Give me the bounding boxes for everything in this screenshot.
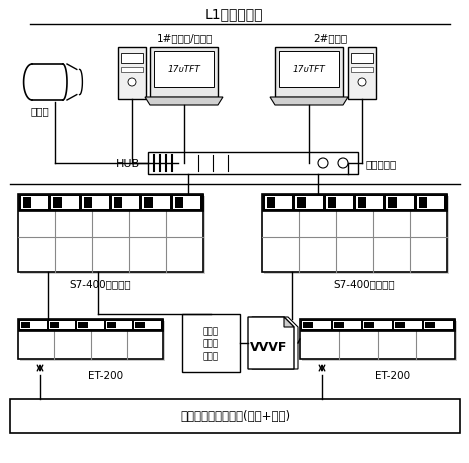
Bar [135, 321, 161, 329]
Bar [174, 198, 183, 208]
Text: VVVF: VVVF [250, 341, 287, 354]
Bar [18, 194, 203, 272]
Bar [419, 198, 427, 208]
Polygon shape [270, 98, 348, 106]
Text: 环形加热炉现场检测(仪表+电气): 环形加热炉现场检测(仪表+电气) [180, 410, 290, 423]
Bar [265, 197, 292, 210]
Bar [10, 399, 460, 433]
Bar [279, 52, 339, 88]
Bar [302, 321, 457, 361]
Bar [106, 321, 132, 329]
Bar [82, 197, 109, 210]
Circle shape [358, 79, 366, 87]
Bar [295, 197, 323, 210]
Circle shape [338, 159, 348, 169]
Circle shape [128, 79, 136, 87]
Text: S7-400仪表控制: S7-400仪表控制 [333, 278, 395, 288]
Bar [333, 322, 344, 328]
Bar [424, 321, 453, 329]
Bar [386, 197, 414, 210]
Text: 工业以太网: 工业以太网 [366, 159, 397, 169]
Text: S7-400电气控制: S7-400电气控制 [70, 278, 131, 288]
Circle shape [318, 159, 328, 169]
Text: 炉底传
动绝对
编码器: 炉底传 动绝对 编码器 [203, 326, 219, 360]
Bar [325, 197, 353, 210]
Text: ET-200: ET-200 [375, 370, 410, 380]
Polygon shape [145, 98, 223, 106]
Bar [302, 321, 331, 329]
Text: ET-200: ET-200 [88, 370, 123, 380]
Bar [300, 319, 455, 359]
Text: 1#工程师/操作员: 1#工程师/操作员 [157, 33, 213, 43]
Bar [142, 197, 170, 210]
Bar [388, 198, 396, 208]
Bar [351, 54, 373, 64]
Bar [328, 198, 336, 208]
Bar [300, 319, 455, 332]
Bar [77, 321, 104, 329]
Bar [262, 194, 447, 272]
Bar [23, 198, 31, 208]
Bar [275, 48, 343, 98]
Text: 2#操作员: 2#操作员 [313, 33, 347, 43]
Bar [18, 319, 163, 359]
Polygon shape [248, 317, 294, 369]
Bar [150, 48, 218, 98]
Polygon shape [252, 317, 298, 369]
Bar [363, 321, 392, 329]
Bar [395, 322, 405, 328]
Text: 17ᴜTFT: 17ᴜTFT [293, 64, 325, 73]
Bar [303, 322, 313, 328]
Bar [148, 153, 358, 175]
Bar [118, 48, 146, 100]
Text: L1基础自动化: L1基础自动化 [205, 7, 263, 21]
Bar [416, 197, 444, 210]
Bar [144, 198, 152, 208]
Bar [394, 321, 423, 329]
Bar [121, 68, 143, 73]
Bar [107, 322, 116, 328]
Bar [358, 198, 366, 208]
Bar [351, 68, 373, 73]
Bar [121, 54, 143, 64]
Bar [333, 321, 361, 329]
Bar [267, 198, 275, 208]
Bar [136, 322, 145, 328]
Bar [20, 321, 165, 361]
Bar [53, 198, 61, 208]
Bar [348, 48, 376, 100]
Bar [51, 197, 79, 210]
Bar [182, 314, 240, 372]
Bar [173, 197, 200, 210]
Bar [49, 321, 75, 329]
Bar [297, 198, 305, 208]
Bar [364, 322, 374, 328]
Polygon shape [284, 317, 294, 327]
Bar [264, 197, 449, 275]
Bar [114, 198, 122, 208]
Bar [112, 197, 139, 210]
Text: 17ᴜTFT: 17ᴜTFT [167, 64, 200, 73]
Bar [83, 198, 92, 208]
Bar [20, 321, 46, 329]
Bar [21, 197, 48, 210]
Text: 打印机: 打印机 [30, 106, 49, 116]
Bar [154, 52, 214, 88]
Bar [262, 194, 447, 212]
Bar [78, 322, 88, 328]
Bar [20, 197, 205, 275]
Bar [18, 194, 203, 212]
Bar [21, 322, 30, 328]
Bar [356, 197, 383, 210]
Bar [18, 319, 163, 332]
Text: HUB: HUB [116, 159, 140, 169]
Bar [50, 322, 59, 328]
Bar [425, 322, 435, 328]
